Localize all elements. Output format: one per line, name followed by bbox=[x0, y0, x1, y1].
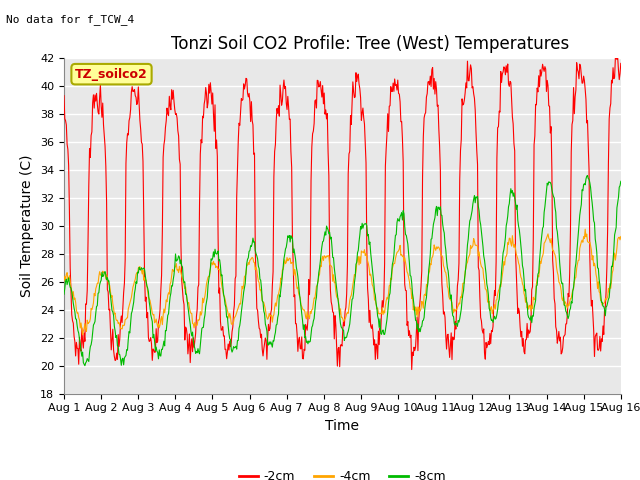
Y-axis label: Soil Temperature (C): Soil Temperature (C) bbox=[20, 155, 35, 297]
Title: Tonzi Soil CO2 Profile: Tree (West) Temperatures: Tonzi Soil CO2 Profile: Tree (West) Temp… bbox=[171, 35, 570, 53]
X-axis label: Time: Time bbox=[325, 419, 360, 433]
Text: TZ_soilco2: TZ_soilco2 bbox=[75, 68, 148, 81]
Text: No data for f_TCW_4: No data for f_TCW_4 bbox=[6, 14, 134, 25]
Legend: -2cm, -4cm, -8cm: -2cm, -4cm, -8cm bbox=[234, 465, 451, 480]
